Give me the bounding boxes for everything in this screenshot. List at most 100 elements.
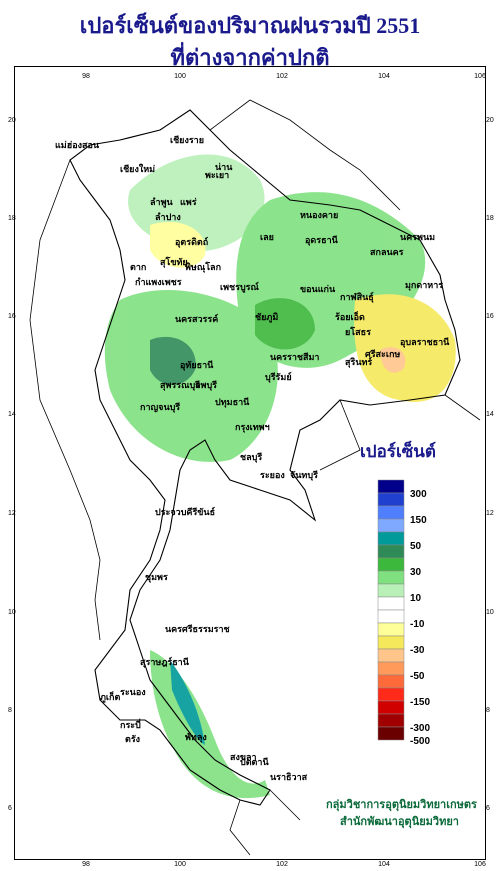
legend-label: 300: [410, 489, 427, 500]
zone-central-green: [104, 290, 278, 462]
legend: 300 150 50 30 10 -10 -30 -50 -150 -300 -500: [377, 479, 430, 747]
credit-line1: กลุ่มวิชาการอุตุนิยมวิทยาเกษตร: [326, 799, 477, 811]
zone-south-green: [150, 650, 270, 799]
map-title-line2: ที่ต่างจากค่าปกติ: [170, 45, 330, 70]
lon-tick-label-bottom: 106: [474, 861, 486, 868]
province-label: อุตรดิตถ์: [175, 236, 208, 248]
province-label: ลพบุรี: [195, 380, 217, 391]
province-label: เพชรบูรณ์: [220, 281, 259, 293]
province-label: นครสวรรค์: [175, 313, 218, 324]
lat-tick-label-right: 6: [486, 805, 490, 812]
lat-tick-label-right: 20: [486, 117, 494, 124]
lon-tick-label-top: 106: [474, 73, 486, 80]
province-label: จันทบุรี: [290, 470, 318, 481]
lat-tick-label-left: 10: [8, 609, 16, 616]
legend-swatch: [377, 700, 405, 715]
zone-ubon-yellow: [354, 294, 456, 402]
lat-tick-label-left: 8: [8, 707, 12, 714]
legend-label: 50: [410, 541, 422, 552]
province-label: ลำปาง: [155, 212, 181, 222]
lat-ticks-right: 20 18 16 14 12 10 8 6: [486, 117, 494, 812]
province-label: กำแพงเพชร: [135, 277, 182, 287]
lon-tick-label-bottom: 104: [378, 861, 390, 868]
province-label: สุรินทร์: [345, 356, 372, 368]
lon-tick-label-top: 102: [276, 73, 288, 80]
lon-ticks-bottom: 98 100 102 104 106: [82, 861, 486, 868]
province-label: แพร่: [180, 197, 197, 207]
legend-swatch: [377, 622, 405, 637]
province-label: ยโสธร: [345, 326, 371, 337]
lon-ticks-top: 98 100 102 104 106: [82, 73, 486, 80]
lon-tick-label-bottom: 102: [276, 861, 288, 868]
legend-swatch: [377, 518, 405, 533]
lon-tick-label-top: 98: [82, 73, 90, 80]
province-label: ศรีสะเกษ: [365, 349, 400, 359]
zone-ubon-orange: [380, 347, 406, 373]
lon-tick-label-bottom: 98: [82, 861, 90, 868]
province-label: น่าน: [215, 162, 233, 172]
map-title-line1: เปอร์เซ็นต์ของปริมาณฝนรวมปี 2551: [79, 13, 421, 38]
legend-label: -50: [410, 671, 425, 682]
province-label: นครพนม: [400, 232, 435, 242]
province-label: ร้อยเอ็ด: [335, 310, 365, 322]
border-laos: [209, 99, 401, 211]
legend-label: -500: [410, 736, 430, 747]
zone-ne-dark: [255, 298, 315, 350]
legend-label: 30: [410, 567, 422, 578]
province-label: แม่ฮ่องสอน: [55, 140, 100, 150]
legend-swatch: [377, 492, 405, 507]
lat-tick-label-right: 10: [486, 609, 494, 616]
legend-swatch: [377, 544, 405, 559]
rainfall-zones: [104, 154, 456, 799]
lat-tick-label-right: 16: [486, 313, 494, 320]
lon-tick-label-top: 104: [378, 73, 390, 80]
credit-line2: สำนักพัฒนาอุตุนิยมวิทยา: [340, 816, 459, 828]
legend-label: -30: [410, 645, 425, 656]
lat-tick-label-left: 20: [8, 117, 16, 124]
lat-tick-label-right: 8: [486, 707, 490, 714]
province-label: หนองคาย: [300, 210, 338, 220]
province-label: ระยอง: [260, 470, 285, 480]
province-label: พะเยา: [205, 170, 229, 180]
province-label: นครศรีธรรมราช: [165, 624, 230, 634]
province-label: สุโขทัย: [160, 256, 188, 268]
legend-swatch: [377, 661, 405, 676]
province-label: ปัตตานี: [240, 757, 269, 767]
lat-ticks-left: 20 18 16 14 12 10 8 6: [8, 117, 16, 812]
province-label: อุดรธานี: [305, 235, 339, 246]
province-label: ชุมพร: [145, 572, 168, 583]
legend-swatch: [377, 648, 405, 663]
province-label: สุพรรณบุรี: [160, 380, 200, 391]
legend-swatch: [377, 726, 405, 741]
zone-central-dark: [150, 336, 196, 385]
lon-tick-label-top: 100: [174, 73, 186, 80]
province-label: ขอนแก่น: [300, 284, 336, 294]
legend-swatch: [377, 557, 405, 572]
province-label: บุรีรัมย์: [265, 371, 292, 383]
lat-tick-label-left: 18: [8, 215, 16, 222]
border-cambodia: [319, 394, 481, 471]
province-label: สุราษฎร์ธานี: [140, 656, 190, 668]
province-label: เชียงใหม่: [120, 163, 155, 174]
zone-south-teal: [170, 660, 205, 745]
province-label: ชัยภูมิ: [255, 312, 278, 323]
legend-swatch: [377, 713, 405, 728]
province-label: ตรัง: [125, 734, 140, 744]
province-label: สกลนคร: [370, 247, 404, 257]
province-label: ระนอง: [120, 687, 146, 697]
legend-swatch: [377, 583, 405, 598]
lat-tick-label-right: 14: [486, 411, 494, 418]
province-label: เชียงราย: [170, 135, 204, 145]
legend-swatch: [377, 687, 405, 702]
province-label: กาฬสินธุ์: [340, 291, 374, 303]
lat-tick-label-right: 18: [486, 215, 494, 222]
province-label: นราธิวาส: [270, 772, 308, 782]
province-label: ภูเก็ต: [100, 690, 120, 703]
legend-label: 10: [410, 593, 422, 604]
province-label: พัทลุง: [185, 732, 207, 743]
lat-tick-label-left: 14: [8, 411, 16, 418]
province-label: นครราชสีมา: [270, 352, 319, 362]
lat-tick-label-right: 12: [486, 510, 494, 517]
